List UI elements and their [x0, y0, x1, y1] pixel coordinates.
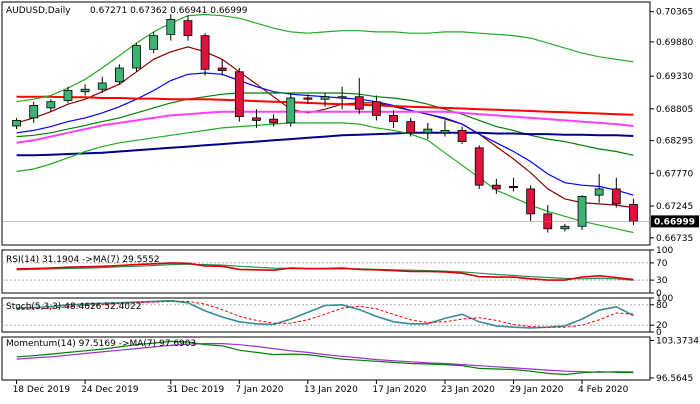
candle-body	[629, 204, 638, 222]
candle-body	[269, 118, 278, 124]
price-tick-label: 0.69880	[656, 38, 693, 48]
candle-body	[63, 90, 73, 101]
overlay-bollinger	[16, 13, 634, 103]
price-tick-label: 0.67245	[656, 202, 693, 212]
candle-body	[200, 35, 210, 70]
candle-body	[440, 129, 450, 134]
candle-body	[149, 35, 159, 50]
candle-body	[252, 117, 261, 121]
candle-body	[611, 188, 621, 205]
overlay-sma200	[16, 131, 634, 157]
rsi-label: RSI(14) 31.1904 ->MA(7) 29.5552	[6, 255, 160, 265]
rsi-line	[16, 262, 634, 281]
candle-body	[389, 115, 398, 123]
axis-layer: 0.70365 0.69880 0.69330 0.68805 0.68295 0.677…	[13, 8, 700, 395]
price-tick-label: 0.68295	[656, 137, 693, 147]
stoch-tick-label: 100	[656, 294, 673, 304]
candle-body	[423, 128, 433, 134]
price-tick-label: 0.69330	[656, 72, 693, 82]
x-tick-label: 4 Feb 2020	[578, 385, 629, 395]
momentum-tick-label: 96.5645	[656, 374, 693, 384]
momentum-ma-line	[16, 343, 634, 373]
candle-body	[286, 97, 296, 124]
candle-body	[594, 188, 604, 196]
candle-body	[372, 101, 381, 116]
rsi-tick-label: 100	[656, 246, 673, 256]
candle-body	[46, 101, 56, 109]
price-tick-label: 0.67770	[656, 169, 693, 179]
candle-body	[217, 67, 227, 71]
candle-body	[577, 195, 587, 227]
last-price-box	[651, 215, 699, 228]
candle-body	[183, 20, 193, 37]
candle-body	[560, 225, 570, 230]
last-price-label: 0.66999	[654, 217, 695, 227]
plot-layer	[2, 13, 650, 376]
candle-body	[406, 121, 416, 134]
candle-body	[320, 96, 330, 100]
candle-body	[337, 96, 347, 99]
main-title: AUDUSD,Daily	[6, 6, 71, 16]
x-tick-label: 24 Dec 2019	[81, 385, 139, 395]
candle-body	[354, 96, 364, 110]
x-tick-label: 17 Jan 2020	[372, 385, 426, 395]
candle-body	[29, 105, 39, 119]
candle-body	[457, 129, 467, 142]
main-ohlc: 0.67271 0.67362 0.66941 0.66999	[90, 6, 248, 16]
candle-body	[97, 82, 107, 90]
x-tick-label: 31 Dec 2019	[167, 385, 225, 395]
candle-body	[12, 119, 21, 127]
candle-body	[303, 97, 313, 100]
rsi-tick-label: 70	[656, 259, 668, 269]
momentum-label: Momentum(14) 97.5169 ->MA(7) 97.6903	[6, 339, 196, 349]
x-tick-label: 29 Jan 2020	[509, 385, 563, 395]
price-tick-label: 0.66735	[656, 234, 693, 244]
overlay-sma100	[16, 110, 634, 144]
panel-frames	[1, 1, 651, 381]
candle-body	[491, 184, 501, 190]
candle-body	[80, 88, 90, 93]
candle-body	[166, 19, 176, 35]
x-tick-label: 18 Dec 2019	[13, 385, 71, 395]
x-tick-label: 13 Jan 2020	[304, 385, 358, 395]
stoch-tick-label: 0	[656, 328, 662, 338]
stoch-tick-label: 20	[656, 321, 668, 331]
price-tick-label: 0.70365	[656, 8, 693, 18]
candle-body	[114, 67, 124, 83]
candle-body	[234, 71, 244, 118]
candle-body	[474, 147, 484, 186]
candle-body	[526, 188, 536, 215]
candle-body	[509, 186, 518, 189]
rsi-tick-label: 0	[656, 289, 662, 299]
momentum-line	[16, 340, 634, 376]
stoch-k-line	[16, 299, 634, 329]
stoch-tick-label: 80	[656, 301, 668, 311]
price-tick-label: 0.68805	[656, 105, 693, 115]
x-tick-label: 7 Jan 2020	[235, 385, 283, 395]
stoch-label: Stoch(5,3,3) 48.4626 52.4022	[6, 302, 141, 312]
x-tick-label: 23 Jan 2020	[441, 385, 495, 395]
momentum-tick-label: 103.3734	[656, 336, 699, 346]
candle-body	[132, 45, 141, 69]
panel-rsi	[1, 249, 651, 294]
stoch-d-line	[16, 300, 634, 328]
rsi-tick-label: 30	[656, 276, 668, 286]
